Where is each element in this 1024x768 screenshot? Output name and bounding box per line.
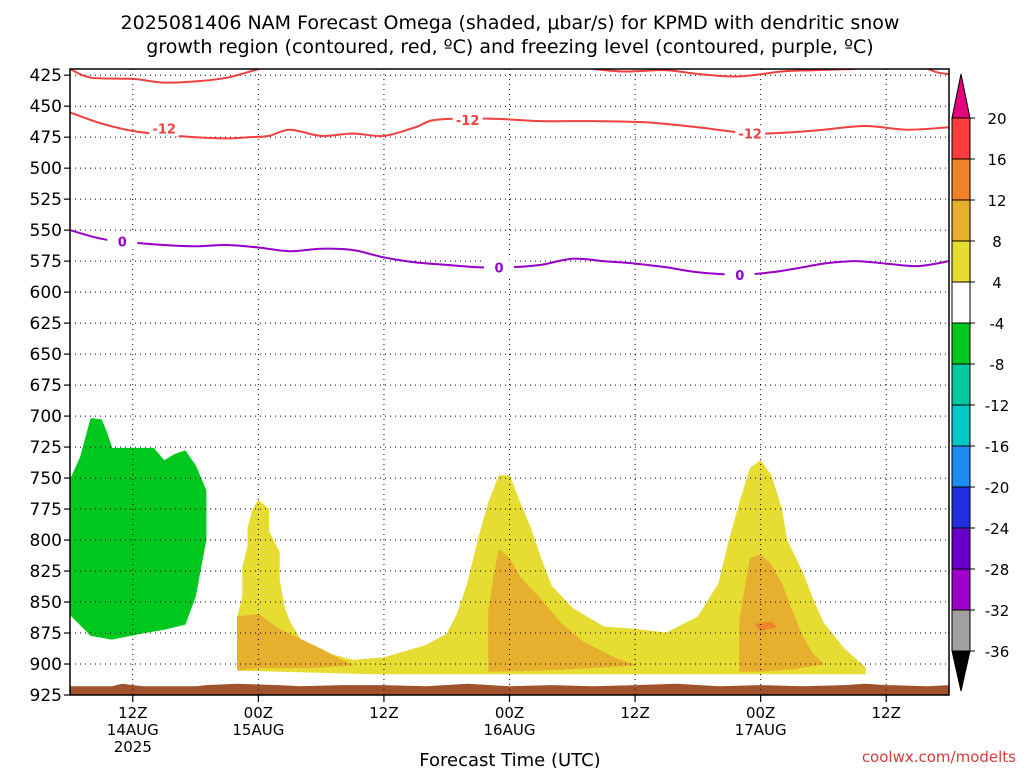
colorbar-segment	[951, 117, 971, 160]
chart-title-line-1: 2025081406 NAM Forecast Omega (shaded, μ…	[121, 12, 900, 34]
y-tick-label: 750	[30, 469, 62, 489]
colorbar-label: -16	[985, 438, 1010, 456]
chart-title-line-2: growth region (contoured, red, ºC) and f…	[146, 36, 873, 58]
y-tick-label: 575	[30, 252, 62, 272]
y-tick-label: 625	[30, 314, 62, 334]
colorbar-segment	[951, 158, 971, 201]
contour-label-freezing: 0	[118, 235, 127, 250]
contour-dgz-upper-far-right	[927, 69, 949, 75]
colorbar-label: 16	[987, 151, 1006, 169]
y-tick-label: 925	[30, 686, 62, 706]
y-tick-label: 875	[30, 624, 62, 644]
contour-label-dgz: -12	[152, 123, 176, 138]
colorbar-label: -24	[985, 520, 1010, 538]
x-tick-label: 12Z	[369, 704, 398, 722]
y-axis: 425 450 475 500 525 550 575 600 625 650 675 700 725 7…	[30, 66, 70, 706]
y-tick-label: 425	[30, 66, 62, 86]
y-tick-label: 525	[30, 190, 62, 210]
y-tick-label: 850	[30, 593, 62, 613]
y-tick-label: 475	[30, 128, 62, 148]
colorbar-segment	[951, 199, 971, 242]
y-tick-label: 700	[30, 407, 62, 427]
y-tick-label: 450	[30, 97, 62, 117]
colorbar-label: -8	[990, 356, 1005, 374]
omega-shading	[70, 418, 866, 675]
colorbar-label: -36	[985, 643, 1010, 661]
y-tick-label: 900	[30, 655, 62, 675]
colorbar: -36 -32 -28 -24 -20 -16 -12 -8 -4 4 8 12 16 20	[951, 73, 1010, 692]
colorbar-segment	[951, 404, 971, 447]
omega-region-1	[236, 460, 866, 675]
x-tick-label: 00Z	[746, 704, 775, 722]
contour-label-dgz: -12	[738, 127, 762, 142]
x-tick-label: 14AUG	[107, 721, 159, 739]
colorbar-segment	[951, 322, 971, 365]
colorbar-segment	[951, 445, 971, 488]
colorbar-segment	[951, 486, 971, 529]
x-tick-label: 12Z	[118, 704, 147, 722]
contour-dgz-upper-right	[593, 69, 855, 78]
colorbar-under-arrow	[951, 650, 971, 692]
y-tick-label: 550	[30, 221, 62, 241]
colorbar-label: -28	[985, 561, 1010, 579]
x-tick-label: 00Z	[495, 704, 524, 722]
y-tick-label: 800	[30, 531, 62, 551]
omega-region-0	[70, 418, 207, 640]
colorbar-label: 12	[987, 192, 1006, 210]
colorbar-label: 20	[987, 110, 1006, 128]
colorbar-label: -32	[985, 602, 1010, 620]
colorbar-segment	[951, 363, 971, 406]
colorbar-segment	[951, 240, 971, 283]
contour-label-freezing: 0	[495, 261, 504, 276]
colorbar-segment	[951, 281, 971, 324]
colorbar-label: -20	[985, 479, 1010, 497]
colorbar-label: 4	[992, 274, 1002, 292]
x-tick-label: 12Z	[620, 704, 649, 722]
x-tick-label: 12Z	[872, 704, 901, 722]
x-tick-label: 2025	[114, 738, 152, 756]
omega-region-3	[488, 549, 636, 672]
x-axis-label: Forecast Time (UTC)	[419, 750, 600, 768]
x-tick-label: 16AUG	[484, 721, 536, 739]
y-tick-label: 725	[30, 438, 62, 458]
y-tick-label: 600	[30, 283, 62, 303]
x-tick-label: 17AUG	[735, 721, 787, 739]
omega-region-2	[236, 613, 353, 671]
y-tick-label: 675	[30, 376, 62, 396]
colorbar-segment	[951, 568, 971, 611]
y-tick-label: 650	[30, 345, 62, 365]
colorbar-label: 8	[992, 233, 1002, 251]
contour-labels: -12 -12 -12 0 0 0	[107, 111, 766, 284]
x-tick-label: 15AUG	[232, 721, 284, 739]
contour-dgz-upper-left	[70, 69, 259, 84]
y-tick-label: 775	[30, 500, 62, 520]
colorbar-label: -12	[985, 397, 1010, 415]
contour-label-dgz: -12	[456, 114, 480, 129]
contour-label-freezing: 0	[735, 269, 744, 284]
y-tick-label: 825	[30, 562, 62, 582]
colorbar-segment	[951, 527, 971, 570]
colorbar-segment	[951, 609, 971, 652]
x-tick-label: 00Z	[244, 704, 273, 722]
colorbar-label: -4	[990, 315, 1005, 333]
contour-dgz-lower	[70, 111, 949, 140]
colorbar-over-arrow	[951, 73, 971, 119]
y-tick-label: 500	[30, 159, 62, 179]
watermark: coolwx.com/modelts	[862, 748, 1016, 766]
